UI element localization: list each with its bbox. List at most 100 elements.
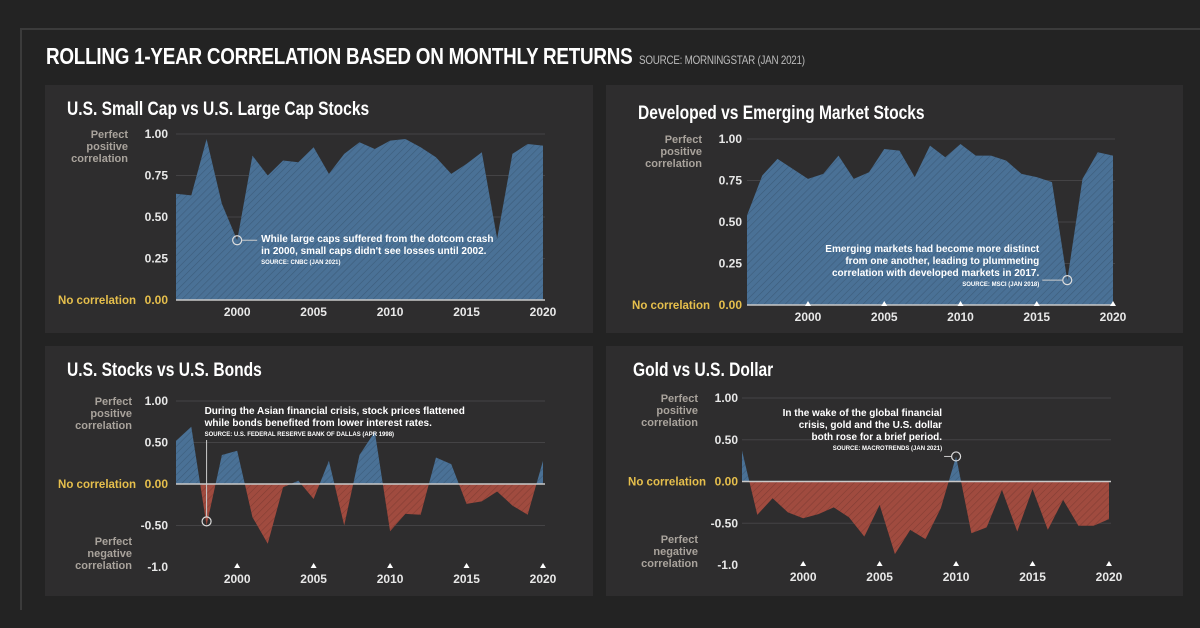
- annotation-text: in 2000, small caps didn't see losses un…: [261, 246, 486, 257]
- y-tick-label: 0.25: [719, 257, 743, 271]
- x-tick-label: 2005: [300, 305, 327, 319]
- y-tick-label: 1.00: [145, 394, 169, 408]
- x-tick-marker: [876, 561, 883, 566]
- negative-area-hatch: [176, 484, 543, 544]
- annotation-source: SOURCE: MSCI (JAN 2018): [962, 282, 1039, 288]
- x-tick-marker: [881, 301, 888, 306]
- x-tick-marker: [1029, 561, 1036, 566]
- annotation-text: crisis, gold and the U.S. dollar: [799, 420, 942, 431]
- y-tick-label: 0.75: [145, 169, 169, 183]
- x-tick-label: 2000: [224, 305, 251, 319]
- perfect-positive-label: positive: [660, 146, 702, 158]
- perfect-positive-label: correlation: [71, 153, 128, 165]
- y-tick-label: 0.50: [145, 436, 169, 450]
- y-tick-label: 0.00: [719, 298, 743, 312]
- y-tick-label: 1.00: [715, 391, 739, 405]
- no-correlation-label: No correlation: [58, 295, 136, 307]
- annotation-source: SOURCE: CNBC (JAN 2021): [261, 260, 340, 266]
- annotation-text: while bonds benefited from lower interes…: [204, 418, 432, 429]
- perfect-negative-label: Perfect: [661, 534, 699, 546]
- perfect-negative-label: negative: [87, 548, 132, 560]
- y-tick-label: 0.25: [145, 252, 169, 266]
- panel-stocks-vs-bonds: U.S. Stocks vs U.S. Bonds: [45, 346, 593, 596]
- y-tick-label: -0.50: [141, 519, 169, 533]
- x-tick-marker: [463, 563, 470, 568]
- no-correlation-label: No correlation: [632, 300, 710, 312]
- y-tick-label: 1.00: [145, 127, 169, 141]
- panel-gold-vs-dollar: Gold vs U.S. Dollar: [606, 346, 1183, 596]
- perfect-negative-label: correlation: [75, 560, 132, 572]
- y-tick-label: 0.50: [145, 210, 169, 224]
- y-tick-label: -0.50: [711, 516, 739, 530]
- annotation-source: SOURCE: MACROTRENDS (JAN 2021): [833, 446, 942, 452]
- outer-frame: [20, 28, 1200, 610]
- x-tick-label: 2020: [530, 572, 557, 586]
- x-tick-label: 2000: [790, 570, 817, 584]
- perfect-positive-label: correlation: [645, 158, 702, 170]
- x-tick-label: 2010: [947, 310, 974, 324]
- annotation-text: While large caps suffered from the dotco…: [261, 234, 493, 245]
- y-tick-label: 0.75: [719, 174, 743, 188]
- perfect-positive-label: correlation: [641, 417, 698, 429]
- x-tick-marker: [953, 561, 960, 566]
- annotation-text: from one another, leading to plummeting: [845, 256, 1039, 267]
- annotation-marker: [232, 235, 243, 246]
- negative-area-hatch: [742, 481, 1109, 555]
- page-title: ROLLING 1-YEAR CORRELATION BASED ON MONT…: [46, 43, 805, 70]
- x-tick-marker: [957, 301, 964, 306]
- title-text: ROLLING 1-YEAR CORRELATION BASED ON MONT…: [46, 43, 633, 69]
- annotation-text: In the wake of the global financial: [783, 408, 943, 419]
- y-tick-label: 0.50: [715, 433, 739, 447]
- y-tick-label: 0.50: [719, 215, 743, 229]
- panel-title: Gold vs U.S. Dollar: [633, 360, 774, 381]
- x-tick-marker: [540, 563, 546, 568]
- annotation-marker: [1062, 275, 1073, 286]
- x-tick-label: 2000: [795, 310, 822, 324]
- annotation-marker: [950, 451, 962, 462]
- perfect-positive-label: Perfect: [665, 134, 703, 146]
- x-tick-marker: [800, 561, 807, 566]
- chart-3: 1.00 0.50 0.00 -0.50 -1.0 2000 2005 2010 2015 202…: [628, 391, 1123, 584]
- perfect-positive-label: correlation: [75, 420, 132, 432]
- x-tick-label: 2010: [943, 570, 970, 584]
- x-tick-label: 2020: [530, 305, 557, 319]
- x-tick-marker: [1106, 561, 1112, 566]
- annotation-text: Emerging markets had become more distinc…: [825, 244, 1040, 255]
- perfect-negative-label: correlation: [641, 558, 698, 570]
- perfect-positive-label: Perfect: [95, 396, 133, 408]
- x-tick-label: 2020: [1100, 310, 1127, 324]
- x-tick-label: 2000: [224, 572, 251, 586]
- positive-area-hatch: [176, 138, 543, 300]
- x-tick-marker: [1033, 301, 1040, 306]
- x-tick-label: 2020: [1096, 570, 1123, 584]
- panel-title: Developed vs Emerging Market Stocks: [638, 103, 925, 124]
- x-tick-marker: [387, 563, 394, 568]
- chart-1: 1.00 0.75 0.50 0.25 0.00 2000 2005 2010 2015 2020…: [632, 132, 1127, 324]
- x-tick-label: 2010: [377, 305, 404, 319]
- x-tick-label: 2015: [453, 572, 480, 586]
- perfect-positive-label: Perfect: [91, 129, 129, 141]
- positive-area-hatch: [747, 143, 1113, 305]
- annotation-text: both rose for a brief period.: [812, 432, 943, 443]
- positive-area-hatch: [176, 426, 543, 484]
- x-tick-label: 2005: [866, 570, 893, 584]
- x-tick-marker: [805, 301, 811, 306]
- perfect-positive-label: Perfect: [661, 393, 699, 405]
- perfect-negative-label: Perfect: [95, 536, 133, 548]
- annotation-marker: [201, 516, 212, 527]
- perfect-negative-label: negative: [653, 546, 698, 558]
- chart-2: 1.00 0.50 0.00 -0.50 -1.0 2000 2005 2010 2015 202…: [58, 394, 557, 586]
- title-source: SOURCE: MORNINGSTAR (JAN 2021): [639, 53, 805, 67]
- x-tick-label: 2010: [377, 572, 404, 586]
- perfect-positive-label: positive: [90, 408, 132, 420]
- x-tick-label: 2015: [1019, 570, 1046, 584]
- y-tick-label: 1.00: [719, 132, 743, 146]
- x-tick-marker: [234, 563, 241, 568]
- y-tick-label: 0.00: [145, 293, 169, 307]
- x-tick-label: 2015: [1023, 310, 1050, 324]
- x-tick-marker: [310, 563, 317, 568]
- x-tick-label: 2015: [453, 305, 480, 319]
- y-tick-label: -1.0: [717, 558, 738, 572]
- x-tick-marker: [1110, 301, 1116, 306]
